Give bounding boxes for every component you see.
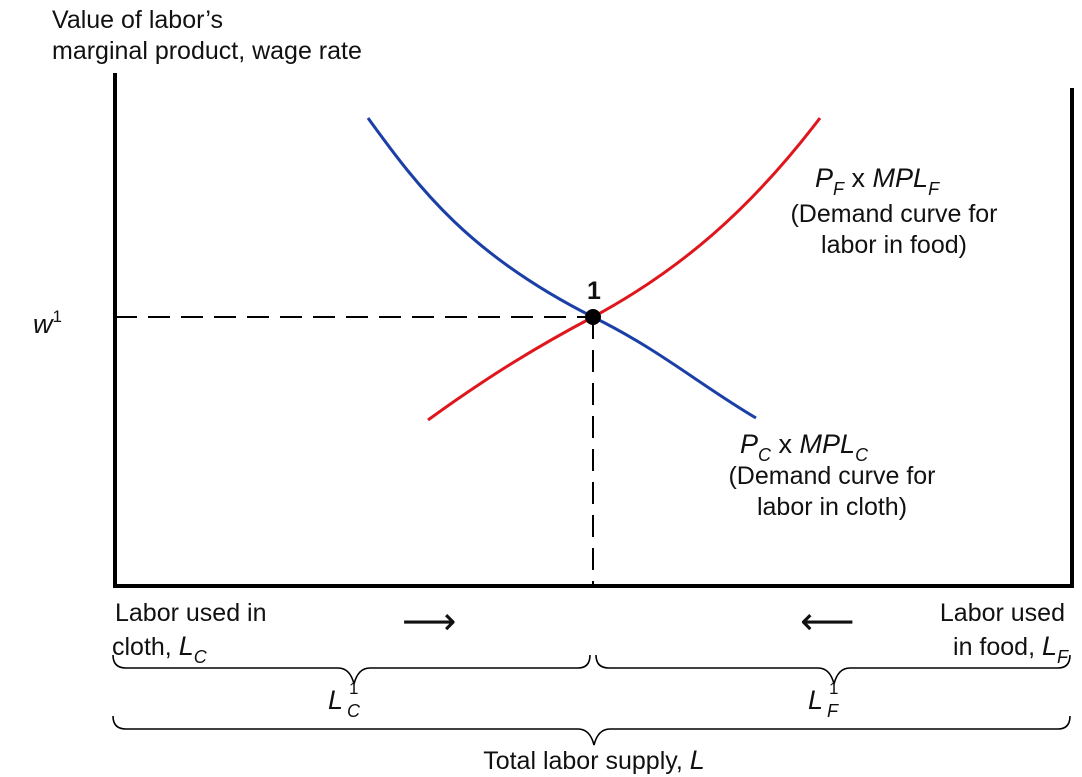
cloth-curve-desc-line2: labor in cloth) — [757, 493, 907, 521]
arrow-left-icon: ⟵ — [800, 601, 854, 643]
cloth-labor-brace — [112, 654, 591, 685]
equilibrium-point — [585, 309, 601, 325]
food-axis-label-line1: Labor used — [940, 599, 1065, 627]
cloth-axis-label-line1: Labor used in — [115, 599, 267, 627]
cloth-curve-label: PC x MPLC — [740, 429, 869, 465]
total-labor-supply-label: Total labor supply, L — [483, 745, 705, 775]
wage-label: w1 — [33, 307, 62, 339]
cloth-axis-label-line2: cloth, LC — [112, 631, 208, 667]
food-demand-curve — [427, 117, 822, 422]
food-curve-desc-line1: (Demand curve for — [790, 200, 997, 228]
arrow-right-icon: ⟶ — [402, 601, 456, 643]
y-axis-title-line2: marginal product, wage rate — [52, 37, 362, 65]
y-axis-title-line1: Value of labor’s — [52, 6, 223, 34]
cloth-curve-desc-line1: (Demand curve for — [728, 462, 935, 490]
food-curve-label: PF x MPLF — [815, 163, 940, 199]
food-curve-desc-line2: labor in food) — [821, 231, 967, 259]
equilibrium-point-label: 1 — [587, 277, 601, 305]
food-axis-label-line2: in food, LF — [953, 631, 1069, 667]
food-labor-brace — [595, 654, 1071, 685]
cloth-demand-curve — [366, 117, 757, 420]
total-labor-brace — [112, 715, 1071, 746]
